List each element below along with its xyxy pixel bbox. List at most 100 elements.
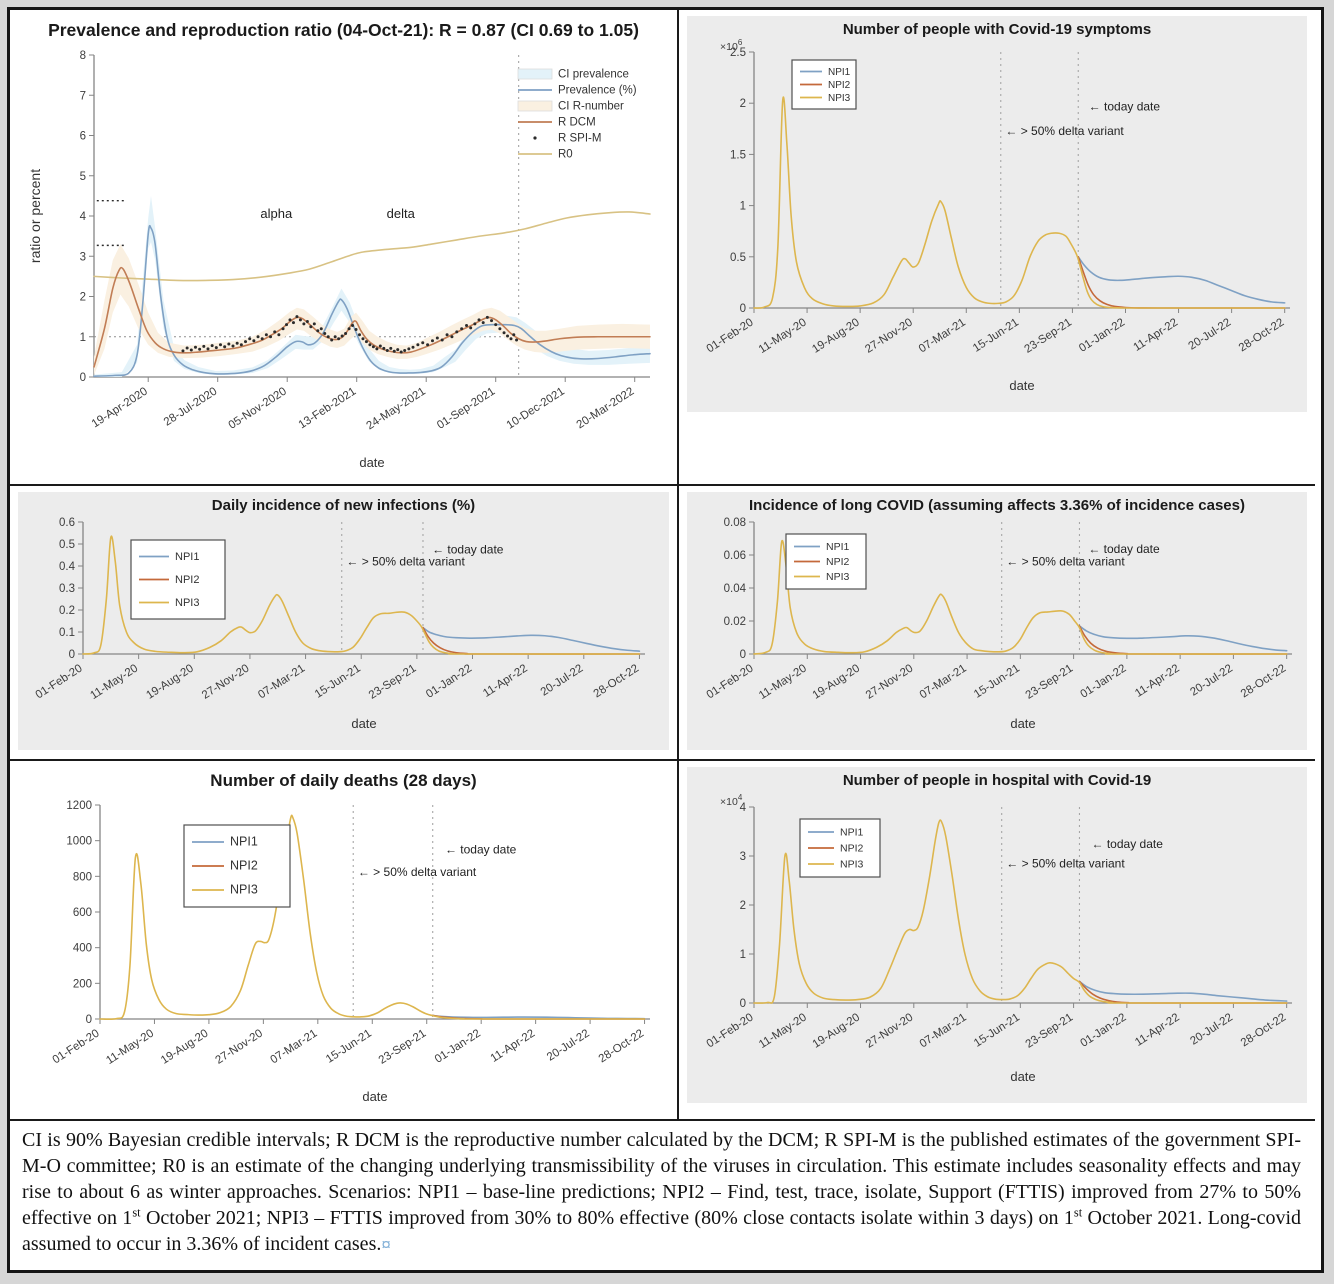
svg-text:1: 1 [740, 201, 746, 213]
svg-text:23-Sep-21: 23-Sep-21 [1022, 316, 1074, 355]
svg-text:11-May-20: 11-May-20 [757, 1011, 809, 1051]
svg-text:01-Feb-20: 01-Feb-20 [705, 316, 756, 355]
svg-text:28-Oct-22: 28-Oct-22 [1239, 1011, 1288, 1049]
hospital-plot-area: Number of people in hospital with Covid-… [687, 767, 1307, 1103]
svg-text:01-Jan-22: 01-Jan-22 [1079, 662, 1129, 700]
svg-text:05-Nov-2020: 05-Nov-2020 [226, 385, 288, 431]
panel-prevalence-r: Prevalence and reproduction ratio (04-Oc… [10, 10, 679, 486]
svg-text:NPI3: NPI3 [828, 93, 851, 104]
svg-text:600: 600 [72, 907, 91, 919]
svg-text:CI prevalence: CI prevalence [558, 69, 629, 81]
svg-text:400: 400 [72, 943, 91, 955]
svg-text:5: 5 [79, 171, 85, 183]
svg-text:NPI3: NPI3 [826, 571, 850, 583]
panel-long-covid: Incidence of long COVID (assuming affect… [679, 486, 1315, 761]
svg-text:07-Mar-21: 07-Mar-21 [918, 1011, 969, 1050]
svg-text:R0: R0 [558, 149, 573, 161]
svg-text:0: 0 [740, 998, 746, 1010]
svg-text:27-Nov-20: 27-Nov-20 [199, 662, 251, 701]
svg-text:1.5: 1.5 [730, 149, 746, 161]
svg-text:23-Sep-21: 23-Sep-21 [1024, 1011, 1076, 1050]
svg-text:28-Jul-2020: 28-Jul-2020 [161, 385, 218, 428]
chart-title-deaths: Number of daily deaths (28 days) [210, 771, 477, 790]
svg-text:01-Feb-20: 01-Feb-20 [50, 1027, 101, 1066]
svg-text:19-Aug-20: 19-Aug-20 [144, 662, 196, 701]
panel-deaths: Number of daily deaths (28 days) 0 200 400… [10, 761, 679, 1121]
svg-text:28-Oct-22: 28-Oct-22 [1239, 662, 1288, 700]
anchor-symbol: ¤ [381, 1235, 391, 1254]
symptoms-plot-area: Number of people with Covid-19 symptoms … [687, 16, 1307, 412]
svg-text:date: date [1010, 716, 1035, 731]
panel-hospital: Number of people in hospital with Covid-… [679, 761, 1315, 1121]
svg-text:28-Oct-22: 28-Oct-22 [596, 1027, 645, 1065]
svg-text:07-Mar-21: 07-Mar-21 [918, 662, 969, 701]
symptoms-chart-canvas: 00.511.522.501-Feb-20 11-May-20 19-Aug-20 2… [705, 38, 1290, 393]
svg-text:×104: ×104 [720, 793, 743, 808]
svg-text:Prevalence (%): Prevalence (%) [558, 85, 637, 97]
svg-text:01-Feb-20: 01-Feb-20 [705, 662, 756, 701]
svg-text:20-Jul-22: 20-Jul-22 [538, 662, 585, 698]
svg-text:07-Mar-21: 07-Mar-21 [268, 1027, 319, 1066]
svg-text:← today date: ← today date [1088, 542, 1160, 556]
svg-text:11-Apr-22: 11-Apr-22 [1133, 662, 1182, 699]
svg-text:0.02: 0.02 [724, 616, 746, 628]
svg-text:28-Oct-22: 28-Oct-22 [591, 662, 640, 700]
svg-text:0: 0 [85, 1014, 91, 1026]
svg-text:01-Sep-2021: 01-Sep-2021 [435, 385, 497, 431]
svg-text:11-Apr-22: 11-Apr-22 [1133, 1011, 1182, 1048]
svg-text:NPI2: NPI2 [826, 556, 850, 568]
svg-text:23-Sep-21: 23-Sep-21 [1024, 662, 1076, 701]
svg-text:NPI2: NPI2 [840, 843, 864, 855]
svg-text:200: 200 [72, 978, 91, 990]
svg-text:11-Apr-22: 11-Apr-22 [481, 662, 530, 699]
svg-text:CI R-number: CI R-number [558, 101, 624, 113]
svg-text:← > 50% delta variant: ← > 50% delta variant [357, 865, 476, 879]
svg-text:01-Feb-20: 01-Feb-20 [33, 662, 84, 701]
svg-text:2: 2 [740, 900, 746, 912]
svg-text:3: 3 [740, 851, 746, 863]
svg-text:← today date: ← today date [1089, 99, 1161, 113]
figure-grid: Prevalence and reproduction ratio (04-Oc… [10, 10, 1315, 1264]
svg-text:0.2: 0.2 [59, 605, 75, 617]
svg-text:1: 1 [740, 949, 746, 961]
svg-text:NPI2: NPI2 [175, 574, 199, 586]
svg-text:4: 4 [79, 211, 86, 223]
svg-text:23-Sep-21: 23-Sep-21 [366, 662, 418, 701]
chart-title-incidence: Daily incidence of new infections (%) [211, 497, 476, 514]
svg-text:01-Jan-22: 01-Jan-22 [1077, 316, 1127, 354]
svg-text:date: date [359, 455, 384, 470]
svg-text:19-Aug-20: 19-Aug-20 [811, 1011, 863, 1050]
incidence-chart-canvas: 0 0.1 0.2 0.3 0.4 0.5 0.6 01-Feb-20 11-May-20 19-… [33, 517, 645, 731]
svg-text:6: 6 [79, 131, 85, 143]
long-covid-chart-canvas: 0 0.02 0.04 0.06 0.08 01-Feb-20 11-May-20 19-Au… [705, 517, 1292, 731]
svg-text:01-Jan-22: 01-Jan-22 [1079, 1011, 1129, 1049]
svg-text:11-May-20: 11-May-20 [757, 662, 809, 702]
svg-text:R DCM: R DCM [558, 117, 596, 129]
svg-text:×106: ×106 [720, 38, 743, 53]
svg-text:NPI3: NPI3 [175, 597, 199, 609]
svg-text:← today date: ← today date [432, 543, 504, 557]
svg-text:1000: 1000 [66, 836, 92, 848]
svg-text:19-Aug-20: 19-Aug-20 [811, 662, 863, 701]
svg-text:← > 50% delta variant: ← > 50% delta variant [1006, 555, 1125, 569]
svg-text:19-Aug-20: 19-Aug-20 [810, 316, 862, 355]
svg-text:0.4: 0.4 [59, 561, 76, 573]
svg-text:ratio or percent: ratio or percent [27, 169, 43, 263]
panel-symptoms: Number of people with Covid-19 symptoms … [679, 10, 1315, 486]
svg-text:7: 7 [79, 90, 85, 102]
svg-text:07-Mar-21: 07-Mar-21 [256, 662, 307, 701]
svg-text:27-Nov-20: 27-Nov-20 [213, 1027, 265, 1066]
svg-text:0.08: 0.08 [724, 517, 746, 529]
svg-text:date: date [351, 716, 376, 731]
svg-text:01-Feb-20: 01-Feb-20 [705, 1011, 756, 1050]
svg-text:11-Apr-22: 11-Apr-22 [1131, 316, 1180, 353]
svg-text:20-Jul-22: 20-Jul-22 [1188, 1011, 1235, 1047]
svg-text:0.06: 0.06 [724, 550, 746, 562]
svg-text:11-May-20: 11-May-20 [88, 662, 140, 702]
svg-text:0: 0 [79, 372, 85, 384]
svg-text:27-Nov-20: 27-Nov-20 [864, 1011, 916, 1050]
svg-text:800: 800 [72, 871, 91, 883]
svg-text:2: 2 [740, 98, 746, 110]
